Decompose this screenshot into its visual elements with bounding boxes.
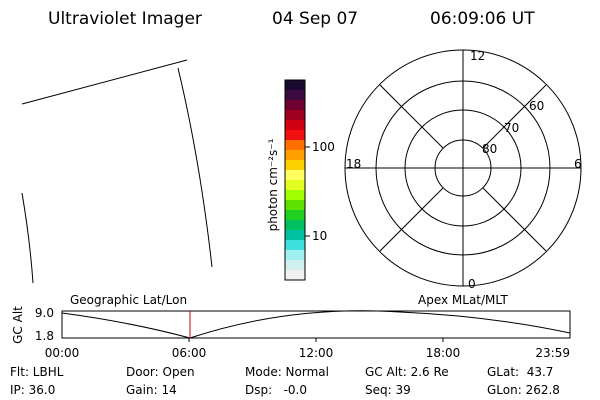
lat-label: 80 <box>482 142 497 156</box>
colorbar <box>284 79 310 281</box>
fov-edge <box>177 67 213 268</box>
info-field: Flt: LBHL <box>10 365 64 379</box>
colorbar-label: photon cm⁻²s⁻¹ <box>266 138 280 231</box>
orbit-x-tick: 00:00 <box>45 346 80 360</box>
orbit-x-tick: 06:00 <box>172 346 207 360</box>
date: 04 Sep 07 <box>272 9 358 29</box>
time: 06:09:06 UT <box>430 9 535 29</box>
mlt-label: 12 <box>470 49 485 63</box>
orbit-y-tick: 1.8 <box>35 329 54 343</box>
mlt-label: 6 <box>574 157 582 171</box>
info-field: Seq: 39 <box>365 383 411 397</box>
mlt-label: 18 <box>346 157 361 171</box>
lat-label: 60 <box>529 99 544 113</box>
info-field: GC Alt: 2.6 Re <box>365 365 449 379</box>
orbit-x-tick: 18:00 <box>426 346 461 360</box>
title: Ultraviolet Imager <box>48 9 202 29</box>
lat-label: 70 <box>504 121 519 135</box>
info-field: GLat: 43.7 <box>487 365 553 379</box>
orbit-plot <box>61 310 571 342</box>
mlt-label: 0 <box>468 277 476 291</box>
fov-edge <box>21 59 188 105</box>
orbit-x-tick: 23:59 <box>535 346 570 360</box>
orbit-left-label: Geographic Lat/Lon <box>70 293 187 307</box>
info-field: Dsp: -0.0 <box>245 383 307 397</box>
colorbar-tick-label: 10 <box>312 229 327 243</box>
fov-edge <box>21 192 34 284</box>
polar-grid <box>344 49 582 287</box>
info-field: GLon: 262.8 <box>487 383 560 397</box>
orbit-right-label: Apex MLat/MLT <box>418 293 508 307</box>
info-field: Gain: 14 <box>126 383 177 397</box>
info-field: Door: Open <box>126 365 195 379</box>
info-field: IP: 36.0 <box>10 383 55 397</box>
info-field: Mode: Normal <box>245 365 329 379</box>
orbit-y-label: GC Alt <box>11 306 25 344</box>
orbit-y-tick: 9.0 <box>35 306 54 320</box>
orbit-x-tick: 12:00 <box>299 346 334 360</box>
colorbar-tick-label: 100 <box>312 140 335 154</box>
image-panel <box>21 59 213 284</box>
info-panel: Flt: LBHL Door: Open Mode: Normal GC Alt: 2… <box>10 365 560 397</box>
